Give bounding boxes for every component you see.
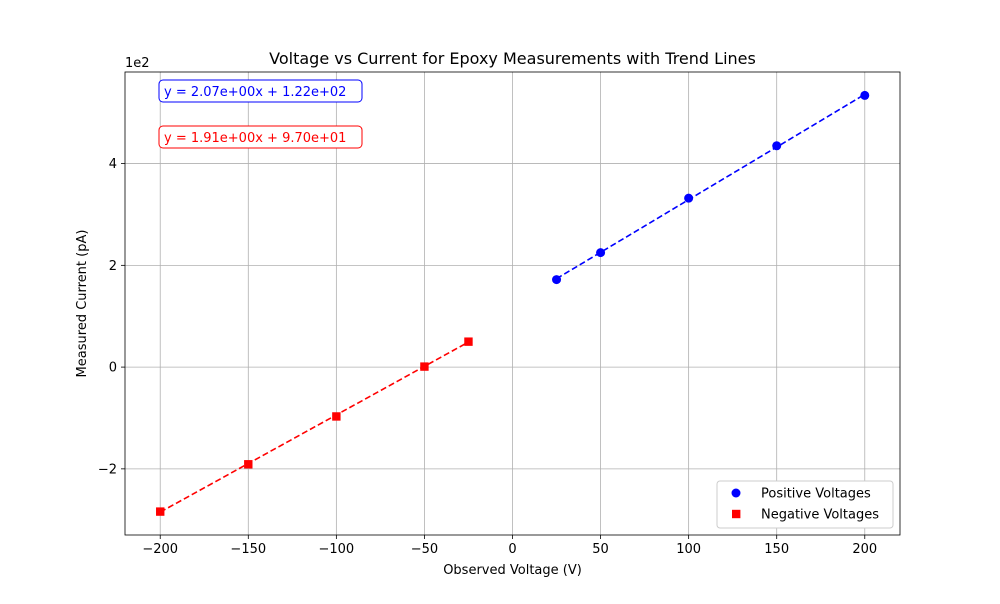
y-tick-label: −2 [98,462,117,477]
x-tick-label: 50 [592,542,609,557]
data-point-positive [596,248,606,258]
series-layer [156,90,870,516]
grid [125,72,900,535]
legend-label: Positive Voltages [761,487,871,502]
legend-marker-negative [732,509,741,519]
equation-box [158,79,363,103]
legend: Positive Voltages Negative Voltages [716,480,894,529]
equation-label: y = 1.91e+00x + 9.70e+01 [164,131,346,146]
data-point-positive [860,90,870,100]
data-point-negative [244,460,253,469]
y-tick-label: 2 [109,259,117,274]
y-tick-label: 4 [109,157,117,172]
data-point-positive [772,141,782,151]
x-axis-label: Observed Voltage (V) [443,563,582,578]
chart-title: Voltage vs Current for Epoxy Measurement… [269,49,756,68]
y-tick-label: 0 [109,361,117,376]
x-tick-label: −50 [411,542,438,557]
trend-line-negative [159,341,469,513]
data-point-negative [464,337,473,346]
x-tick-label: −200 [142,542,178,557]
plot-frame [124,71,901,536]
x-tick-label: 200 [852,542,877,557]
x-tick-label: 0 [508,542,516,557]
x-tick-label: −100 [319,542,355,557]
y-scale-label: 1e2 [125,56,150,71]
legend-box [716,480,894,529]
trend-annotations: y = 2.07e+00x + 1.22e+02 y = 1.91e+00x + … [158,79,363,149]
x-tick-label: 150 [764,542,789,557]
data-point-negative [156,507,165,516]
data-point-positive [552,275,562,285]
x-tick-label: −150 [230,542,266,557]
data-point-negative [420,362,429,371]
x-tick-label: 100 [676,542,701,557]
equation-box [158,125,363,149]
legend-marker-positive [731,488,741,498]
y-axis-label: Measured Current (pA) [75,230,90,378]
data-point-positive [684,193,694,203]
equation-label: y = 2.07e+00x + 1.22e+02 [164,85,346,100]
axes: −200 −150 −100 −50 0 50 100 150 200 −2 0 2 4 [98,71,901,557]
legend-label: Negative Voltages [761,508,879,523]
data-point-negative [332,412,341,421]
trend-line-positive [556,93,866,280]
